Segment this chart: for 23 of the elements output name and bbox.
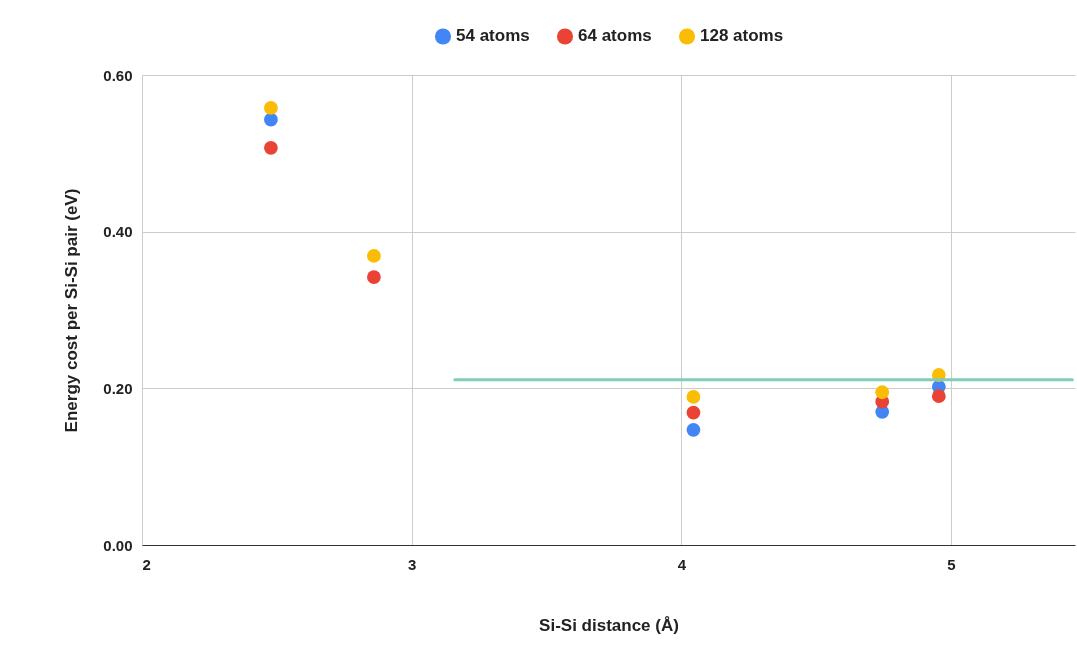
point [367, 270, 381, 284]
point [264, 101, 278, 115]
point [686, 390, 701, 404]
x-tick-label: 3 [407, 555, 417, 573]
y-axis-title: Energy cost per Si-Si pair (eV) [62, 188, 82, 433]
x-tick-label: 2 [142, 555, 151, 573]
y-tick-label: 0.20 [103, 379, 133, 397]
x-tick-label: 5 [947, 555, 956, 573]
legend-label: 128 atoms [700, 26, 784, 46]
x-tick-label: 4 [677, 555, 687, 573]
point [264, 140, 278, 155]
y-tick-label: 0.40 [103, 223, 133, 241]
legend-label: 54 atoms [456, 26, 530, 46]
point [931, 389, 946, 404]
x-axis-title: Si-Si distance (Å) [539, 615, 679, 635]
point [686, 422, 701, 437]
y-tick-label: 0.00 [103, 536, 133, 554]
point [875, 385, 890, 400]
point [367, 249, 381, 263]
y-tick-label: 0.60 [103, 66, 133, 84]
legend-label: 64 atoms [578, 26, 652, 46]
point [686, 405, 701, 420]
point [264, 112, 278, 127]
